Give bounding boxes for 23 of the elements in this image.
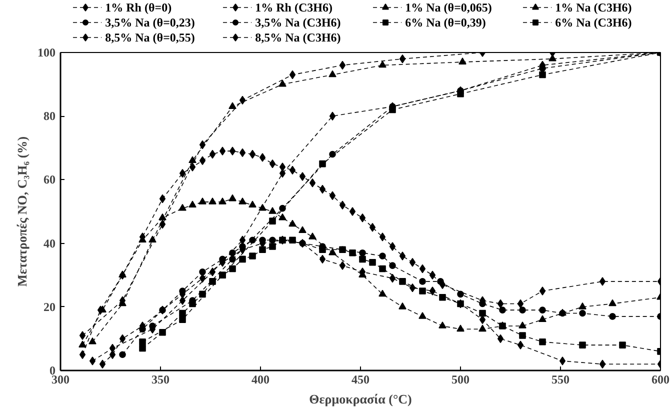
y-tick-label: 100 — [38, 46, 56, 60]
y-tick-label: 80 — [44, 109, 56, 124]
legend-label: 8,5% Na (θ=0,55) — [105, 30, 195, 44]
x-axis-title: Θερμοκρασία (°C) — [309, 392, 412, 406]
legend-label: 1% Na (C3H6) — [555, 0, 632, 14]
x-tick-label: 350 — [152, 372, 170, 386]
y-tick-label: 40 — [44, 236, 56, 250]
legend-label: 1% Na (θ=0,065) — [405, 0, 492, 14]
legend-label: 1% Rh (C3H6) — [255, 0, 332, 14]
x-tick-label: 550 — [552, 372, 570, 386]
x-tick-label: 400 — [252, 372, 270, 386]
y-axis-title: Μετατροπές NO, C₃H₆ (%) — [14, 136, 30, 287]
legend-label: 1% Rh (θ=0) — [105, 0, 172, 14]
x-tick-label: 500 — [452, 372, 470, 386]
x-tick-label: 450 — [352, 372, 370, 386]
legend-label: 6% Na (θ=0,39) — [405, 16, 486, 30]
y-tick-label: 60 — [44, 172, 56, 187]
legend-label: 6% Na (C3H6) — [555, 16, 632, 30]
x-tick-label: 600 — [652, 372, 670, 386]
legend-label: 8,5% Na (C3H6) — [255, 30, 341, 44]
y-tick-label: 20 — [44, 300, 56, 314]
legend-label: 3,5% Na (θ=0,23) — [105, 16, 195, 30]
legend-label: 3,5% Na (C3H6) — [255, 16, 341, 30]
